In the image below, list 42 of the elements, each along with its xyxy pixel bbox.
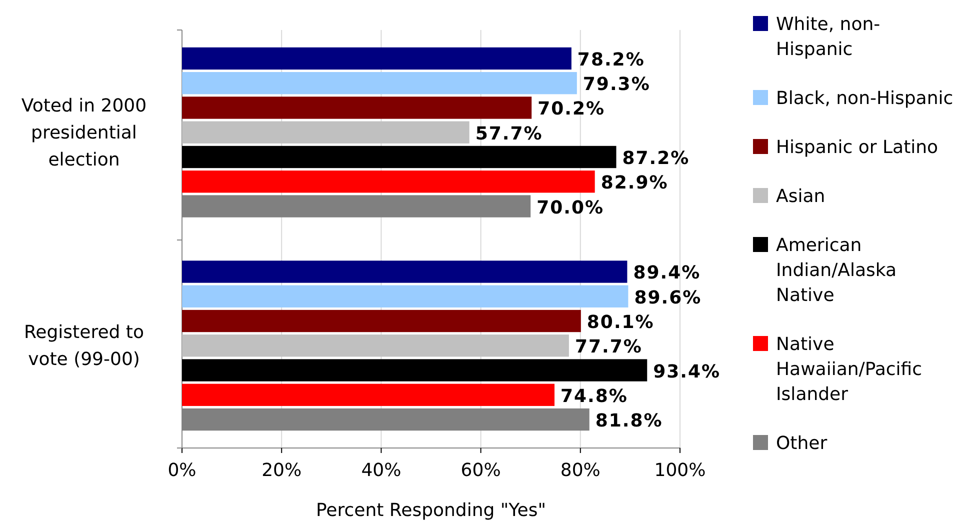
data-label: 74.8%	[560, 386, 628, 407]
legend-label: Native Hawaiian/Pacific Islander	[776, 334, 922, 405]
y-tick-label: Voted in 2000 presidential election	[21, 95, 147, 170]
data-label: 89.4%	[633, 262, 701, 284]
data-label: 87.2%	[622, 148, 690, 169]
bar	[182, 334, 569, 357]
bar	[182, 285, 628, 308]
data-label: 70.2%	[538, 98, 606, 120]
legend-label: Asian	[776, 186, 826, 207]
data-label: 93.4%	[653, 361, 721, 382]
legend-label: Black, non-Hispanic	[776, 88, 954, 109]
bar	[182, 47, 572, 70]
legend-label: White, non-Hispanic	[776, 14, 880, 60]
data-label: 82.9%	[600, 172, 668, 194]
x-tick-label: 100%	[654, 460, 706, 481]
data-label: 77.7%	[574, 336, 642, 358]
data-label: 80.1%	[586, 312, 654, 333]
legend-label: American Indian/Alaska Native	[776, 235, 897, 306]
x-tick-label: 60%	[460, 460, 501, 481]
bar	[182, 96, 532, 119]
bar	[182, 72, 577, 94]
x-tick-label: 0%	[168, 460, 196, 481]
x-tick-label: 20%	[262, 460, 302, 481]
bar	[182, 170, 595, 193]
bar	[182, 121, 470, 144]
data-label: 57.7%	[475, 123, 543, 144]
legend-label: Other	[776, 433, 828, 454]
x-tick-label: 40%	[361, 460, 402, 481]
bar	[182, 310, 581, 332]
data-label: 70.0%	[536, 197, 604, 218]
legend-label: Hispanic or Latino	[776, 137, 938, 158]
y-tick-label: Registered to vote (99-00)	[24, 322, 144, 370]
bar	[182, 359, 648, 382]
bar	[182, 146, 616, 168]
bar	[182, 384, 555, 406]
data-label: 81.8%	[595, 410, 663, 432]
x-axis-title: Percent Responding "Yes"	[316, 500, 546, 521]
bar	[182, 260, 628, 283]
data-label: 78.2%	[577, 49, 645, 70]
data-label: 79.3%	[582, 74, 650, 96]
data-label: 89.6%	[634, 287, 702, 308]
x-tick-label: 80%	[560, 460, 600, 481]
